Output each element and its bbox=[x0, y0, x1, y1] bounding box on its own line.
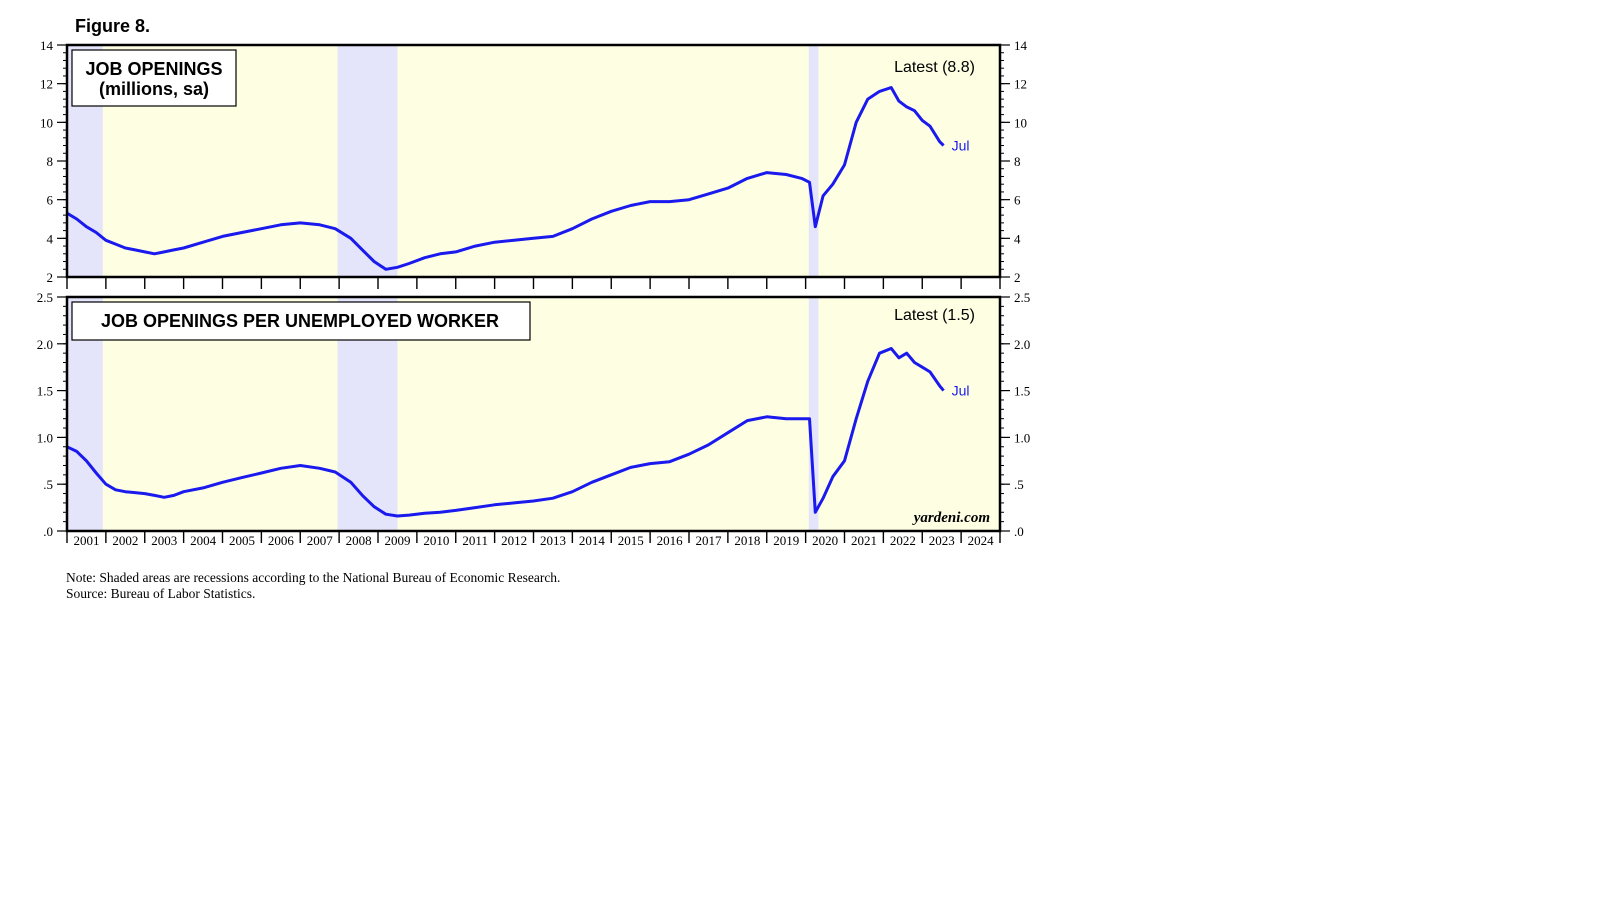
y-tick-label: 2.5 bbox=[1014, 290, 1030, 305]
x-axis-ticks bbox=[66, 531, 1001, 543]
y-tick-label: 10 bbox=[40, 115, 53, 130]
y-tick-label: 1.0 bbox=[37, 430, 53, 445]
x-year-label: 2015 bbox=[618, 533, 644, 548]
y-tick-label: .5 bbox=[43, 477, 53, 492]
x-year-label: 2024 bbox=[968, 533, 995, 548]
y-tick-label: 2.0 bbox=[37, 337, 53, 352]
y-tick-label: 14 bbox=[40, 38, 54, 53]
y-axis-right: 2 4 6 8 10 12 14 bbox=[1000, 38, 1028, 285]
x-year-label: 2006 bbox=[268, 533, 295, 548]
plot-frame bbox=[65, 295, 1002, 533]
x-year-label: 2018 bbox=[734, 533, 760, 548]
y-tick-label: 1.5 bbox=[1014, 384, 1030, 399]
y-tick-label: 2 bbox=[47, 270, 54, 285]
x-axis-ticks bbox=[66, 277, 1001, 289]
y-tick-label: 12 bbox=[40, 77, 53, 92]
series-end-label: Jul bbox=[952, 383, 970, 399]
y-tick-label: 1.0 bbox=[1014, 430, 1030, 445]
recession-shading bbox=[67, 45, 819, 277]
note-text: Note: Shaded areas are recessions accord… bbox=[66, 570, 561, 585]
x-year-label: 2009 bbox=[384, 533, 410, 548]
latest-label: Latest (8.8) bbox=[894, 59, 975, 76]
y-tick-label: 2 bbox=[1014, 270, 1021, 285]
job-openings-line bbox=[66, 86, 945, 271]
y-tick-label: .0 bbox=[43, 524, 53, 539]
x-year-label: 2004 bbox=[190, 533, 217, 548]
x-year-label: 2001 bbox=[73, 533, 99, 548]
recession-band bbox=[808, 45, 819, 277]
x-year-label: 2002 bbox=[112, 533, 138, 548]
latest-label: Latest (1.5) bbox=[894, 307, 975, 324]
plot-frame bbox=[65, 43, 1002, 279]
job-openings-panel: 2 4 6 8 10 12 14 2 4 6 8 10 12 14 JOB OPENINGS (mill… bbox=[40, 38, 1028, 289]
y-tick-label: 12 bbox=[1014, 77, 1027, 92]
y-tick-label: 8 bbox=[47, 154, 54, 169]
y-tick-label: 8 bbox=[1014, 154, 1021, 169]
series-end-label: Jul bbox=[952, 138, 970, 154]
title-box bbox=[71, 301, 531, 341]
x-year-label: 2011 bbox=[462, 533, 488, 548]
y-tick-label: 6 bbox=[47, 193, 54, 208]
source-text: Source: Bureau of Labor Statistics. bbox=[66, 586, 256, 601]
chart-title: JOB OPENINGS PER UNEMPLOYED WORKER bbox=[101, 311, 499, 331]
openings-per-unemployed-line bbox=[66, 347, 945, 518]
y-axis-left: 2 4 6 8 10 12 14 bbox=[40, 38, 67, 285]
y-tick-label: 2.5 bbox=[37, 290, 53, 305]
x-year-label: 2014 bbox=[579, 533, 606, 548]
x-year-label: 2012 bbox=[501, 533, 527, 548]
title-box bbox=[71, 49, 237, 107]
y-axis-right: .0 .5 1.0 1.5 2.0 2.5 bbox=[1000, 290, 1030, 539]
y-tick-label: 6 bbox=[1014, 193, 1021, 208]
x-year-label: 2020 bbox=[812, 533, 838, 548]
chart-title: JOB OPENINGS bbox=[85, 59, 222, 79]
figure-label: Figure 8. bbox=[75, 16, 151, 36]
watermark: yardeni.com bbox=[912, 510, 990, 526]
x-year-label: 2017 bbox=[695, 533, 722, 548]
x-year-label: 2021 bbox=[851, 533, 877, 548]
y-tick-label: 14 bbox=[1014, 38, 1028, 53]
x-year-label: 2022 bbox=[890, 533, 916, 548]
chart-subtitle: (millions, sa) bbox=[99, 79, 209, 99]
x-year-label: 2013 bbox=[540, 533, 566, 548]
x-year-label: 2010 bbox=[423, 533, 449, 548]
x-year-label: 2023 bbox=[929, 533, 955, 548]
y-tick-label: 1.5 bbox=[37, 384, 53, 399]
y-tick-label: 4 bbox=[1014, 231, 1021, 246]
recession-band bbox=[808, 297, 819, 531]
footnote: Note: Shaded areas are recessions accord… bbox=[66, 570, 560, 602]
y-axis-left: .0 .5 1.0 1.5 2.0 2.5 bbox=[37, 290, 67, 539]
y-tick-label: 2.0 bbox=[1014, 337, 1030, 352]
x-year-label: 2005 bbox=[229, 533, 255, 548]
x-axis-year-labels: 2001 2002 2003 2004 2005 2006 2007 2008 2009 2010… bbox=[73, 533, 994, 548]
y-tick-label: .5 bbox=[1014, 477, 1024, 492]
x-year-label: 2007 bbox=[307, 533, 334, 548]
x-year-label: 2019 bbox=[773, 533, 799, 548]
recession-band bbox=[337, 45, 398, 277]
x-year-label: 2003 bbox=[151, 533, 177, 548]
openings-per-unemployed-panel: .0 .5 1.0 1.5 2.0 2.5 .0 .5 1.0 1.5 2.0 2.5 JOB OP… bbox=[37, 290, 1030, 543]
x-year-label: 2008 bbox=[346, 533, 372, 548]
y-tick-label: .0 bbox=[1014, 524, 1024, 539]
x-year-label: 2016 bbox=[657, 533, 684, 548]
y-tick-label: 10 bbox=[1014, 115, 1027, 130]
y-tick-label: 4 bbox=[47, 231, 54, 246]
